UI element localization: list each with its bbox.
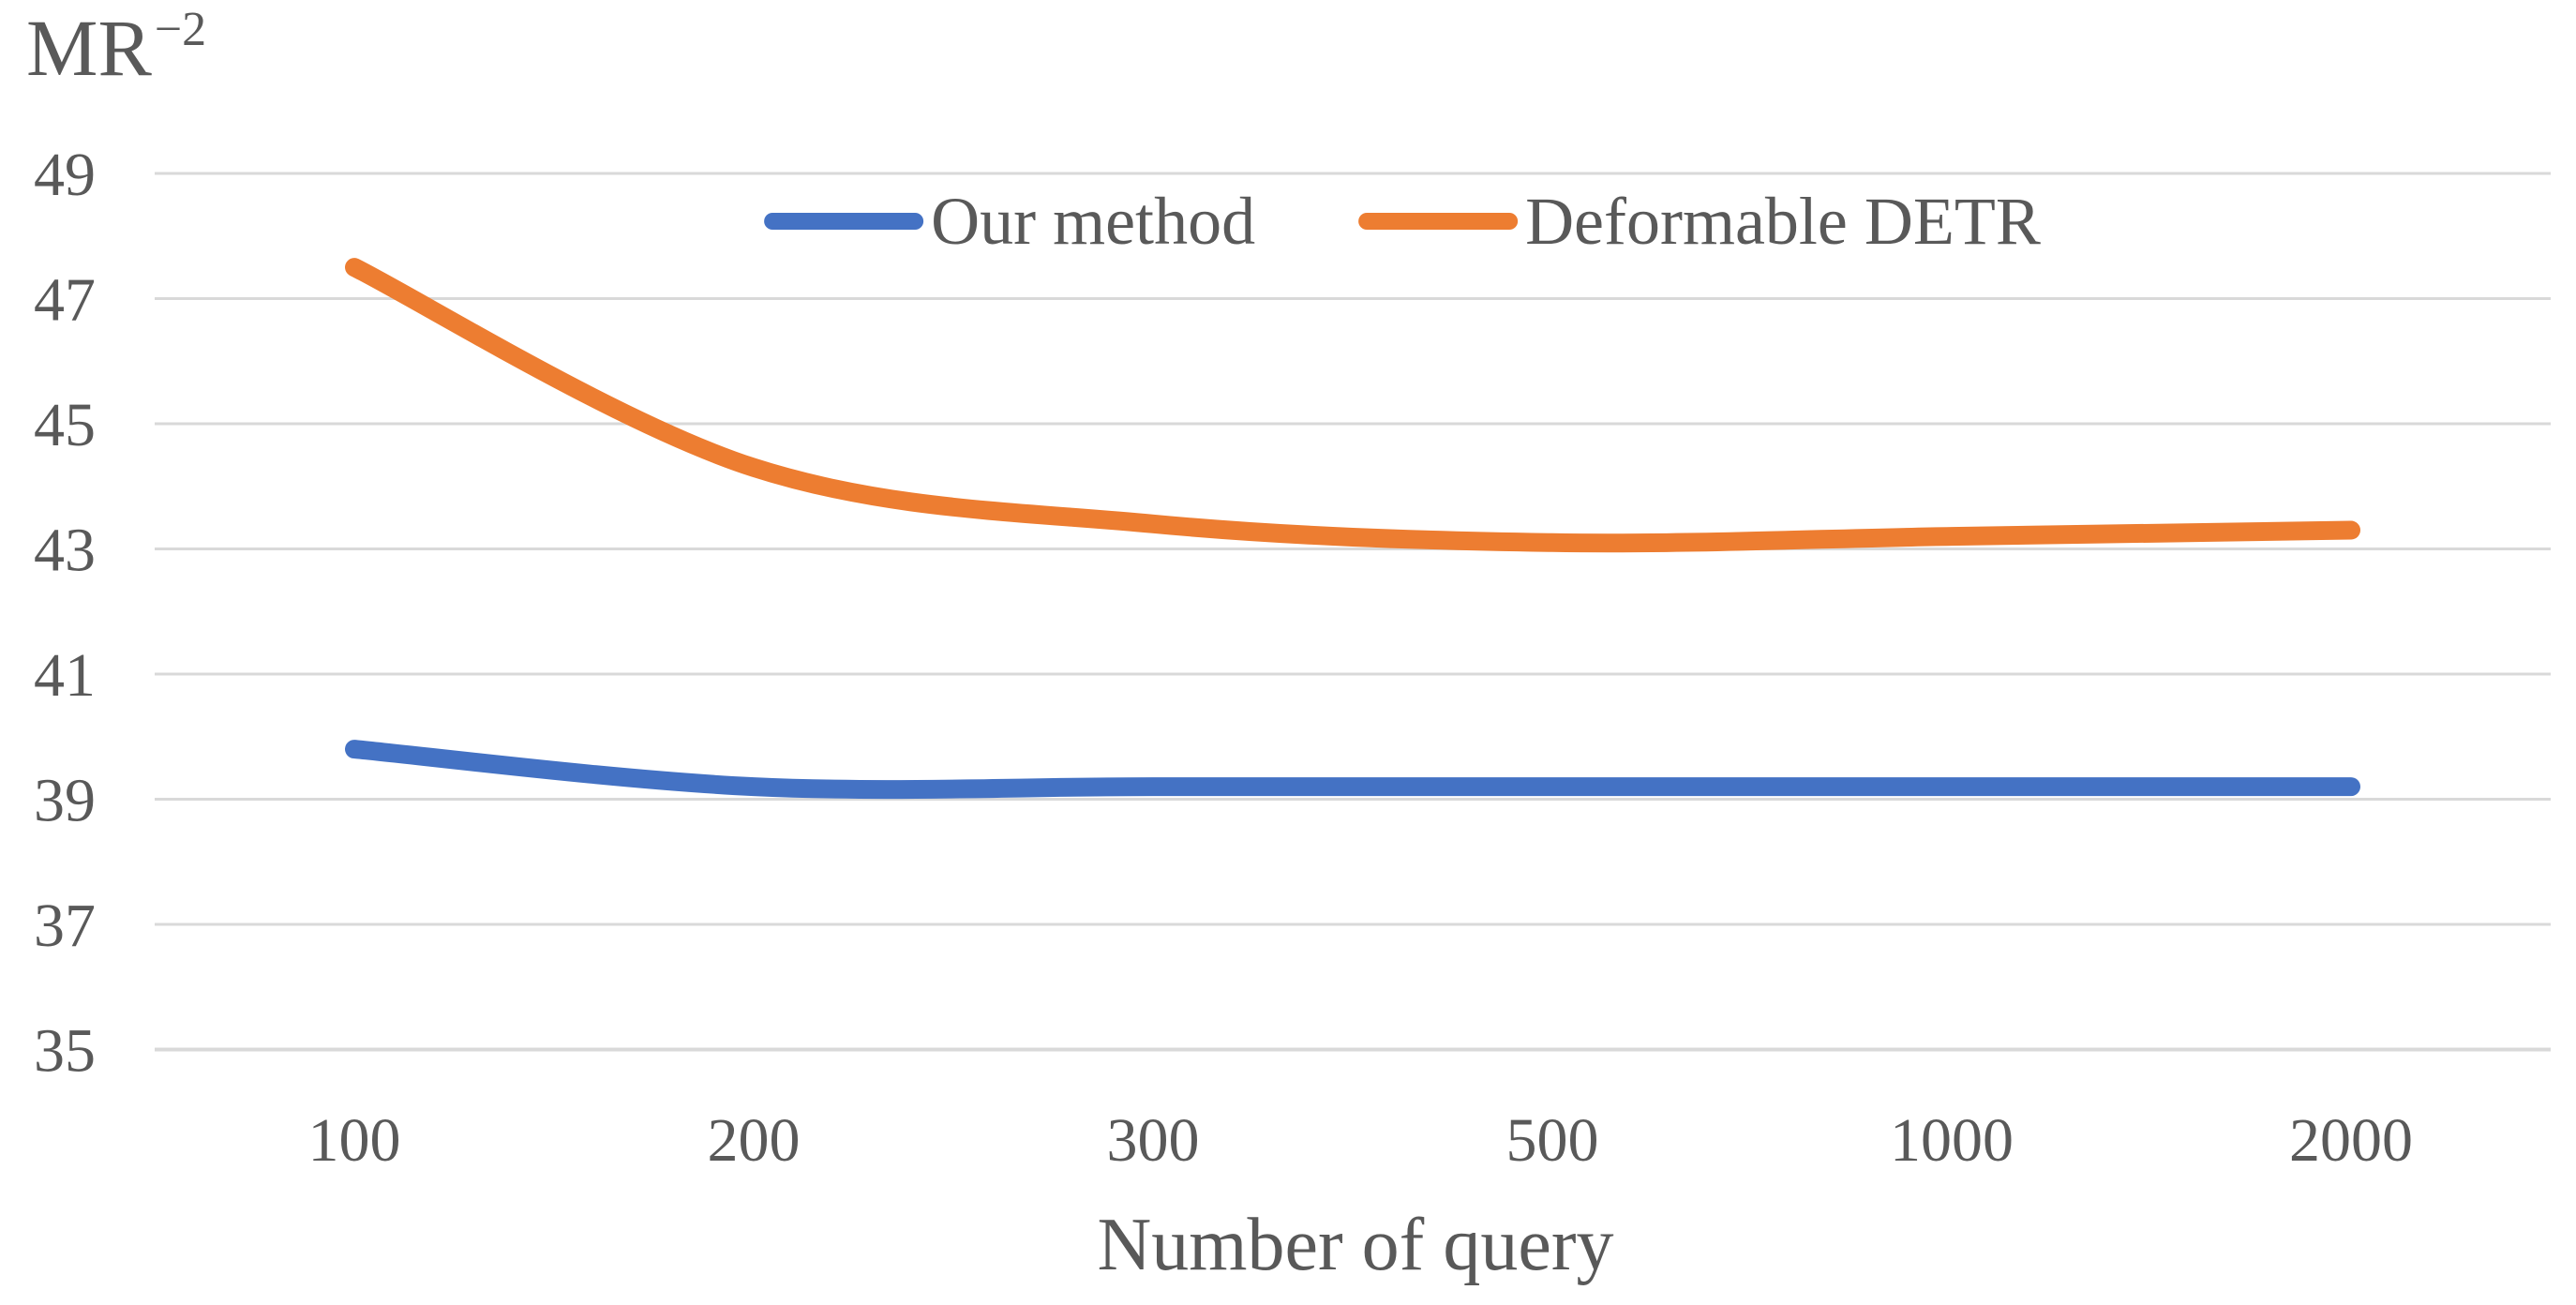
our-method-line-swatch xyxy=(764,213,924,230)
legend-label-our-method: Our method xyxy=(931,184,1256,259)
series-lines xyxy=(345,258,2360,800)
y-tick-label-47: 47 xyxy=(34,266,96,335)
y-tick-label-49: 49 xyxy=(34,141,96,209)
x-tick-label-200: 200 xyxy=(708,1106,801,1175)
legend-item-our-method: Our method xyxy=(764,188,1255,255)
x-tick-label-500: 500 xyxy=(1506,1106,1599,1175)
x-tick-label-1000: 1000 xyxy=(1890,1106,2014,1175)
gridlines xyxy=(155,172,2551,1052)
chart-legend: Our method Deformable DETR xyxy=(764,188,2041,255)
y-tick-label-43: 43 xyxy=(34,517,96,585)
y-tick-label-41: 41 xyxy=(34,641,96,710)
y-tick-label-45: 45 xyxy=(34,391,96,459)
y-tick-label-39: 39 xyxy=(34,767,96,835)
y-tick-label-37: 37 xyxy=(34,892,96,960)
y-axis-unit-title: MR−2 xyxy=(26,3,207,93)
y-axis-tick-labels: 35 37 39 41 43 45 47 49 xyxy=(34,141,96,1086)
x-axis-title: Number of query xyxy=(1097,1204,1614,1286)
legend-label-deformable-detr: Deformable DETR xyxy=(1525,184,2041,259)
x-tick-label-2000: 2000 xyxy=(2289,1106,2413,1175)
deformable-detr-line xyxy=(345,258,2360,553)
y-axis-unit-base: MR xyxy=(26,3,152,93)
our-method-line xyxy=(345,740,2360,800)
x-tick-label-100: 100 xyxy=(308,1106,401,1175)
x-tick-label-300: 300 xyxy=(1107,1106,1200,1175)
y-axis-unit-exponent: −2 xyxy=(154,3,207,56)
x-axis-tick-labels: 100 200 300 500 1000 2000 xyxy=(308,1106,2414,1175)
deformable-detr-line-swatch xyxy=(1358,213,1519,230)
legend-item-deformable-detr: Deformable DETR xyxy=(1358,188,2041,255)
y-tick-label-35: 35 xyxy=(34,1017,96,1086)
